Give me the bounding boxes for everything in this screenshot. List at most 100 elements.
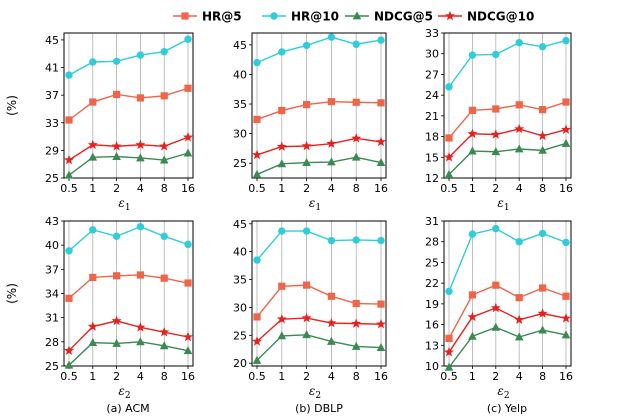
data-point xyxy=(562,238,570,247)
x-tick-label: 2 xyxy=(113,370,120,383)
y-tick-label: 35 xyxy=(233,98,247,111)
data-point xyxy=(183,331,193,342)
y-tick-label: 41 xyxy=(45,62,59,75)
data-point xyxy=(253,58,261,67)
series-line xyxy=(256,334,382,361)
data-point xyxy=(278,282,286,290)
data-point xyxy=(160,274,168,282)
legend: HR@5 HR@10 NDCG@5 NDCG@10 xyxy=(173,10,534,24)
plot-frame xyxy=(251,220,387,367)
x-axis-label: ε1 xyxy=(118,196,130,213)
y-tick-label: 22 xyxy=(425,277,439,290)
x-tick-label: 8 xyxy=(161,370,168,383)
data-point xyxy=(468,230,477,238)
data-point xyxy=(514,314,525,324)
data-point xyxy=(444,152,454,162)
data-point xyxy=(253,115,261,124)
data-point xyxy=(445,334,453,342)
data-point xyxy=(112,57,121,66)
x-tick-label: 8 xyxy=(539,370,546,383)
legend-marker xyxy=(352,11,362,20)
series-line xyxy=(448,307,567,353)
data-point xyxy=(112,338,121,347)
series-hr-at-5 xyxy=(253,281,385,321)
data-point xyxy=(351,318,362,328)
series-ndcg-at-10 xyxy=(64,132,193,165)
x-tick-label: 2 xyxy=(303,370,310,383)
series-hr-at-5 xyxy=(65,84,192,124)
data-point xyxy=(468,331,477,340)
y-tick-label: 34 xyxy=(45,288,59,301)
x-axis-subscript: 1 xyxy=(315,203,321,213)
data-point xyxy=(253,313,261,321)
data-point xyxy=(562,98,570,106)
series-line xyxy=(448,326,567,368)
data-point xyxy=(111,315,122,326)
x-axis-symbol: ε xyxy=(497,384,503,398)
series-hr-at-5 xyxy=(445,281,570,342)
data-point xyxy=(65,294,73,302)
x-axis-symbol: ε xyxy=(497,196,503,210)
data-point xyxy=(538,43,547,51)
plot-frame xyxy=(443,32,572,179)
data-point xyxy=(445,134,453,142)
data-point xyxy=(352,40,360,48)
x-axis-label: ε2 xyxy=(118,384,130,401)
data-point xyxy=(445,83,453,91)
x-axis-subscript: 2 xyxy=(504,391,510,401)
data-point xyxy=(376,158,386,167)
x-tick-label: 8 xyxy=(353,370,360,383)
y-tick-label: 24 xyxy=(425,89,439,102)
series-hr-at-5 xyxy=(253,98,385,124)
x-axis-label: ε1 xyxy=(309,196,321,213)
x-tick-label: 2 xyxy=(113,182,120,195)
plot-frame xyxy=(251,32,387,179)
data-point xyxy=(113,272,121,280)
data-point xyxy=(491,322,501,331)
data-point xyxy=(326,317,337,328)
y-tick-label: 40 xyxy=(45,239,59,252)
y-tick-label: 10 xyxy=(425,360,439,373)
data-point xyxy=(87,321,98,331)
legend-marker xyxy=(270,12,278,20)
series-hr-at-10 xyxy=(65,222,192,255)
data-point xyxy=(184,84,192,92)
legend-marker xyxy=(445,10,455,21)
y-tick-label: 12 xyxy=(425,172,439,185)
data-point xyxy=(492,224,500,233)
y-axis-label: (%) xyxy=(5,283,19,304)
data-point xyxy=(278,48,286,56)
data-point xyxy=(468,146,477,155)
x-tick-label: 16 xyxy=(374,182,388,195)
data-point xyxy=(302,158,311,167)
data-point xyxy=(303,281,311,289)
data-point xyxy=(135,322,146,332)
series-ndcg-at-10 xyxy=(444,302,571,357)
data-point xyxy=(537,130,548,141)
y-tick-label: 45 xyxy=(45,34,59,47)
data-point xyxy=(111,141,122,151)
x-tick-label: 0.5 xyxy=(60,370,78,383)
x-tick-label: 0.5 xyxy=(440,182,458,195)
y-tick-label: 25 xyxy=(45,360,59,373)
series-hr-at-10 xyxy=(445,224,570,296)
y-tick-label: 27 xyxy=(425,68,439,81)
y-tick-label: 25 xyxy=(425,256,439,269)
y-tick-label: 45 xyxy=(233,39,247,52)
data-point xyxy=(113,90,121,99)
data-point xyxy=(376,136,386,147)
panel-caption: (a) ACM xyxy=(106,402,149,415)
data-point xyxy=(327,236,336,245)
x-tick-label: 4 xyxy=(516,182,523,195)
series-line xyxy=(448,101,567,139)
series-line xyxy=(448,39,567,88)
data-point xyxy=(537,308,548,318)
data-point xyxy=(112,151,121,160)
x-axis-symbol: ε xyxy=(118,196,124,210)
y-tick-label: 21 xyxy=(425,110,439,123)
series-hr-at-5 xyxy=(65,271,192,302)
x-axis-symbol: ε xyxy=(118,384,124,398)
data-point xyxy=(184,240,192,249)
